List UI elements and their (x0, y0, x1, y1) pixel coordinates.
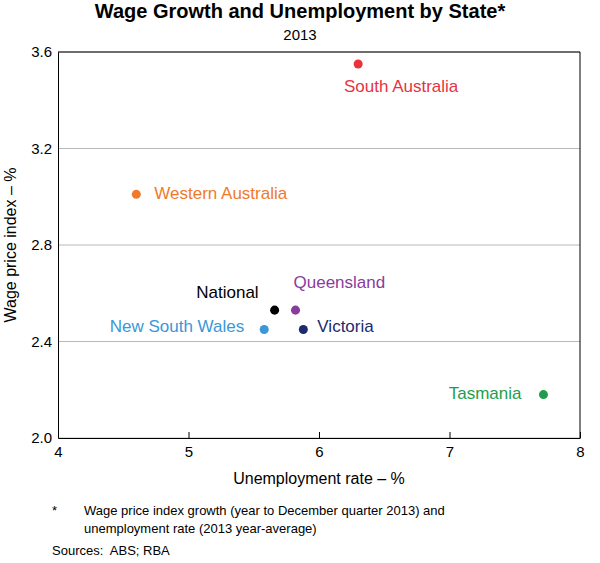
x-axis-line (59, 438, 581, 439)
y-tick-label: 3.2 (31, 140, 52, 157)
x-axis: 4 5 6 7 8 (54, 432, 584, 460)
point-label: South Australia (344, 77, 459, 96)
y-tick: 3.2 (31, 140, 58, 157)
plot: 4 5 6 7 8 2.0 2.4 2.8 3.2 3.6 South Australia Weste… (31, 43, 585, 459)
x-tick-mark (319, 432, 320, 438)
point (260, 325, 269, 334)
x-tick-mark (450, 432, 451, 438)
x-tick-mark (580, 432, 581, 438)
y-tick: 2.0 (31, 429, 58, 446)
source: Sources: ABS; RBA (52, 543, 170, 558)
x-tick: 8 (576, 432, 584, 460)
chart: Wage Growth and Unemployment by State* 20… (0, 0, 600, 563)
y-axis-title: Wage price index – % (2, 167, 19, 322)
y-tick: 3.6 (31, 43, 58, 60)
point (132, 190, 141, 199)
x-tick: 7 (446, 432, 454, 460)
y-tick: 2.4 (31, 333, 58, 350)
x-tick: 6 (315, 432, 323, 460)
y-axis: 2.0 2.4 2.8 3.2 3.6 (31, 43, 58, 446)
y-axis-line (58, 53, 59, 439)
points (132, 60, 548, 400)
grid-line (58, 148, 580, 149)
frame (580, 52, 581, 438)
x-tick-mark (189, 432, 190, 438)
grid (58, 52, 580, 438)
x-tick-label: 5 (185, 443, 193, 460)
x-tick-label: 6 (315, 443, 323, 460)
x-tick: 5 (185, 432, 193, 460)
grid-line (58, 245, 580, 246)
point-label: National (196, 283, 258, 302)
point-labels: South Australia Western Australia National… (110, 77, 522, 404)
title: Wage Growth and Unemployment by State* (95, 0, 506, 22)
point (539, 390, 548, 399)
note: unemployment rate (2013 year-average) (84, 521, 317, 536)
point-label: Western Australia (154, 184, 287, 203)
point (291, 306, 300, 315)
y-tick-label: 3.6 (31, 43, 52, 60)
x-tick-label: 4 (54, 443, 62, 460)
point-label: Tasmania (449, 384, 522, 403)
y-tick: 2.8 (31, 236, 58, 253)
y-tick-label: 2.8 (31, 236, 52, 253)
x-axis-title: Unemployment rate – % (233, 470, 405, 487)
grid-line (58, 341, 580, 342)
point (299, 325, 308, 334)
note-marker: * (52, 503, 57, 518)
note: Wage price index growth (year to Decembe… (84, 503, 445, 518)
point-label: Queensland (294, 273, 386, 292)
grid-line (58, 52, 580, 53)
point-label: New South Wales (110, 317, 244, 336)
y-tick-label: 2.4 (31, 333, 52, 350)
point (354, 60, 363, 69)
point (270, 306, 279, 315)
x-tick-label: 7 (446, 443, 454, 460)
subtitle: 2013 (283, 26, 316, 43)
y-tick-label: 2.0 (31, 429, 52, 446)
frame (58, 52, 580, 53)
point-label: Victoria (317, 317, 374, 336)
x-tick-label: 8 (576, 443, 584, 460)
